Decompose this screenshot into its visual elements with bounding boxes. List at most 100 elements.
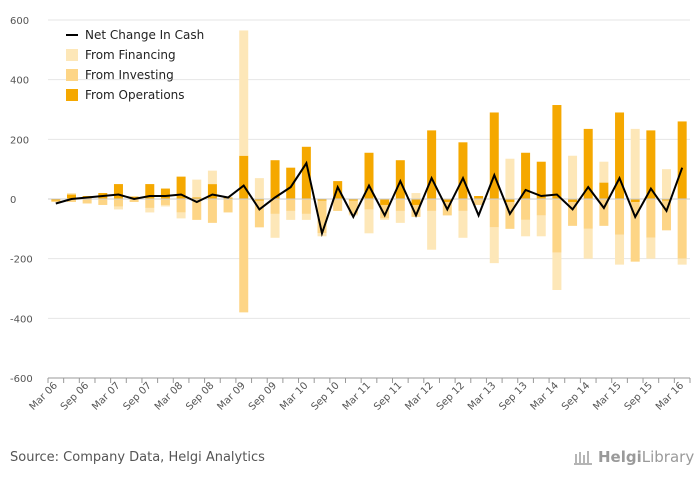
bar-from-financing [630,128,640,199]
bar-from-financing [615,234,625,265]
bar-from-financing [380,218,390,220]
x-tick-label: Mar 06 [28,380,60,412]
bar-from-operations [254,199,264,201]
bar-from-investing [66,199,76,202]
bar-from-operations [536,161,546,199]
y-tick-label: -400 [10,314,33,325]
bar-from-investing [129,199,139,202]
bar-from-investing [458,199,468,211]
bar-from-investing [677,199,687,259]
bar-from-investing [207,199,217,223]
bar-from-investing [599,199,609,226]
x-tick-label: Sep 07 [122,380,154,412]
bar-from-financing [192,179,202,198]
bar-from-financing [662,169,672,199]
bar-from-financing [207,170,217,185]
bar-from-operations [301,146,311,199]
bar-from-investing [662,200,672,231]
legend-operations-label: From Operations [85,88,185,102]
x-tick-label: Sep 12 [435,380,467,412]
bar-from-financing [239,30,249,156]
bar-from-financing [66,193,76,195]
bar-from-investing [98,199,108,205]
bar-from-financing [646,237,656,259]
bar-from-financing [254,178,264,199]
bar-from-investing [223,199,233,213]
x-tick-label: Mar 10 [278,380,310,412]
brand-bold: Helgi [598,448,642,466]
x-tick-label: Mar 15 [591,380,623,412]
bar-from-investing [254,200,264,228]
bar-from-financing [160,204,170,207]
bar-from-investing [145,199,155,208]
bar-from-investing [333,199,343,211]
bar-from-operations [66,194,76,199]
bar-from-financing [176,212,186,219]
y-tick-label: 0 [10,195,16,206]
x-tick-label: Mar 16 [654,380,686,412]
bar-from-operations [646,130,656,199]
bar-from-investing [348,200,358,214]
bar-from-operations [677,121,687,199]
bar-from-financing [145,207,155,213]
bar-from-operations [521,152,531,199]
bar-from-operations [348,199,358,201]
bar-from-financing [301,213,311,220]
bar-from-operations [380,199,390,205]
legend-financing-label: From Financing [85,48,176,62]
bar-from-operations [239,155,249,199]
legend-operations-swatch [66,89,78,101]
bar-from-investing [160,199,170,205]
brand-rest: Library [641,448,695,466]
bar-from-investing [583,199,593,229]
bar-from-operations [160,188,170,199]
bar-from-investing [113,199,123,207]
legend: Net Change In Cash From Financing From I… [66,28,204,102]
bar-from-operations [568,199,578,202]
bar-from-operations [176,176,186,199]
x-tick-label: Sep 09 [247,380,279,412]
bar-from-operations [113,184,123,199]
bar-from-operations [583,128,593,199]
bar-from-investing [552,199,562,253]
bar-from-operations [51,199,61,201]
bar-from-operations [364,152,374,199]
bar-from-investing [192,199,202,220]
x-tick-label: Sep 15 [623,380,655,412]
x-tick-label: Mar 09 [215,380,247,412]
bar-from-financing [568,155,578,199]
x-tick-label: Sep 10 [309,380,341,412]
bar-from-operations [505,199,515,202]
bar-from-financing [113,206,123,210]
bar-from-investing [536,199,546,216]
y-axis-ticks: 600 400 200 0 -200 -400 -600 [10,16,33,385]
bar-from-operations [615,112,625,199]
bar-from-financing [583,228,593,259]
bar-from-operations [552,105,562,199]
bar-from-financing [536,215,546,237]
y-tick-label: 200 [10,135,29,146]
bar-from-investing [82,199,92,204]
bar-from-investing [176,199,186,213]
bar-from-investing [395,199,405,211]
y-tick-label: 600 [10,16,29,27]
bar-from-operations [207,184,217,199]
library-icon [574,451,592,465]
bar-from-financing [505,158,515,199]
bar-from-operations [145,184,155,199]
bar-from-operations [192,197,202,199]
bar-from-financing [677,258,687,265]
bar-from-financing [270,213,280,238]
bar-from-financing [489,227,499,264]
net-change-line [55,160,684,237]
bar-from-investing [301,199,311,214]
legend-net-label: Net Change In Cash [85,28,204,42]
x-tick-label: Mar 12 [403,380,435,412]
bar-from-operations [317,199,327,201]
bar-from-operations [129,196,139,199]
bar-from-financing [521,219,531,237]
legend-financing-swatch [66,49,78,61]
bar-from-investing [630,201,640,262]
bar-from-operations [442,199,452,202]
